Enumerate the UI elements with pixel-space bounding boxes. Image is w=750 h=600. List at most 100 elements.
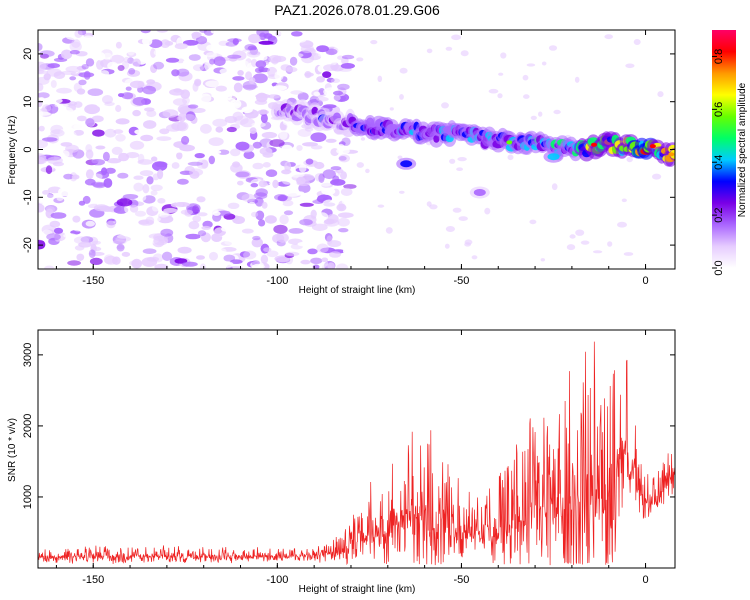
noise-blob (399, 190, 405, 194)
noise-blob (274, 70, 284, 81)
noise-blob (106, 220, 116, 229)
noise-blob (171, 121, 187, 131)
noise-blob (526, 63, 536, 67)
noise-blob (61, 150, 70, 158)
noise-blob (310, 132, 327, 142)
noise-blob (289, 56, 298, 66)
noise-blob (260, 254, 269, 264)
noise-blob (273, 224, 288, 234)
noise-blob (38, 35, 49, 45)
noise-blob (318, 88, 326, 95)
noise-blob (84, 104, 100, 115)
noise-blob (269, 139, 285, 147)
noise-blob (115, 104, 122, 113)
noise-blob (205, 80, 221, 88)
noise-blob (152, 205, 160, 212)
noise-blob (356, 57, 364, 62)
noise-blob (377, 75, 383, 83)
noise-blob (323, 64, 338, 72)
noise-blob (333, 231, 342, 240)
noise-blob (243, 250, 257, 260)
noise-blob (259, 147, 273, 155)
noise-blob (341, 198, 349, 205)
noise-blob (261, 131, 278, 139)
noise-blob (196, 196, 206, 203)
noise-blob (162, 251, 173, 261)
noise-blob (160, 39, 171, 48)
noise-blob (61, 49, 73, 60)
noise-blob (237, 70, 244, 76)
noise-blob (83, 70, 91, 80)
noise-blob (60, 142, 73, 147)
noise-blob (208, 137, 224, 147)
noise-blob (138, 248, 154, 255)
noise-blob (338, 154, 350, 163)
noise-blob (522, 74, 529, 81)
noise-blob (289, 171, 305, 178)
noise-blob (73, 129, 85, 136)
noise-blob (160, 228, 174, 237)
noise-blob (38, 156, 45, 164)
noise-blob (538, 111, 543, 117)
noise-blob (633, 39, 641, 45)
spectrogram-ytick-label: 10 (22, 96, 34, 108)
noise-blob (221, 226, 237, 232)
noise-blob (201, 159, 209, 169)
noise-blob (206, 44, 216, 52)
noise-blob (322, 169, 336, 180)
noise-blob (340, 187, 353, 196)
noise-blob (299, 219, 313, 226)
noise-blob (125, 152, 140, 159)
noise-blob (337, 217, 350, 227)
noise-blob (227, 102, 241, 107)
noise-blob (78, 241, 92, 248)
noise-blob (192, 82, 199, 92)
noise-blob (333, 90, 343, 96)
noise-blob (159, 128, 170, 135)
noise-blob (157, 211, 170, 218)
noise-blob (227, 202, 240, 209)
noise-blob (397, 155, 403, 160)
noise-blob (445, 226, 455, 232)
noise-blob (258, 180, 268, 188)
noise-blob (441, 102, 449, 109)
noise-blob (152, 146, 167, 151)
noise-blob (71, 174, 80, 180)
noise-blob (251, 263, 264, 269)
noise-blob (267, 35, 276, 41)
snr-xtick-label: -50 (453, 574, 469, 586)
noise-blob (73, 82, 82, 93)
noise-blob (210, 30, 221, 34)
noise-blob (243, 150, 255, 160)
noise-blob (192, 215, 202, 223)
noise-blob (251, 58, 258, 68)
noise-blob (174, 202, 190, 207)
noise-blob (137, 159, 153, 165)
noise-blob (288, 228, 304, 234)
noise-blob (370, 40, 378, 45)
noise-blob (229, 259, 243, 265)
noise-blob (282, 199, 294, 207)
spectrogram-xtick-label: 0 (642, 275, 648, 287)
noise-blob (212, 118, 228, 127)
colorbar-tick-label: 0.6 (713, 102, 725, 117)
noise-blob (150, 190, 158, 196)
noise-blob (316, 212, 329, 221)
colorbar-tick-label: 0.2 (713, 207, 725, 222)
noise-blob (117, 65, 125, 71)
noise-blob (38, 139, 48, 149)
noise-blob (42, 190, 51, 195)
noise-blob (313, 91, 321, 97)
spectrogram-xtick-label: -100 (266, 275, 288, 287)
noise-blob (284, 189, 301, 197)
noise-blob (281, 144, 293, 153)
noise-blob (73, 236, 90, 244)
noise-blob (617, 221, 627, 228)
noise-blob (224, 240, 237, 246)
noise-blob (500, 52, 507, 59)
noise-blob (109, 54, 125, 64)
noise-blob (38, 249, 47, 258)
noise-blob (107, 120, 117, 127)
ridge-hotspot (590, 142, 597, 147)
noise-blob (92, 129, 105, 137)
